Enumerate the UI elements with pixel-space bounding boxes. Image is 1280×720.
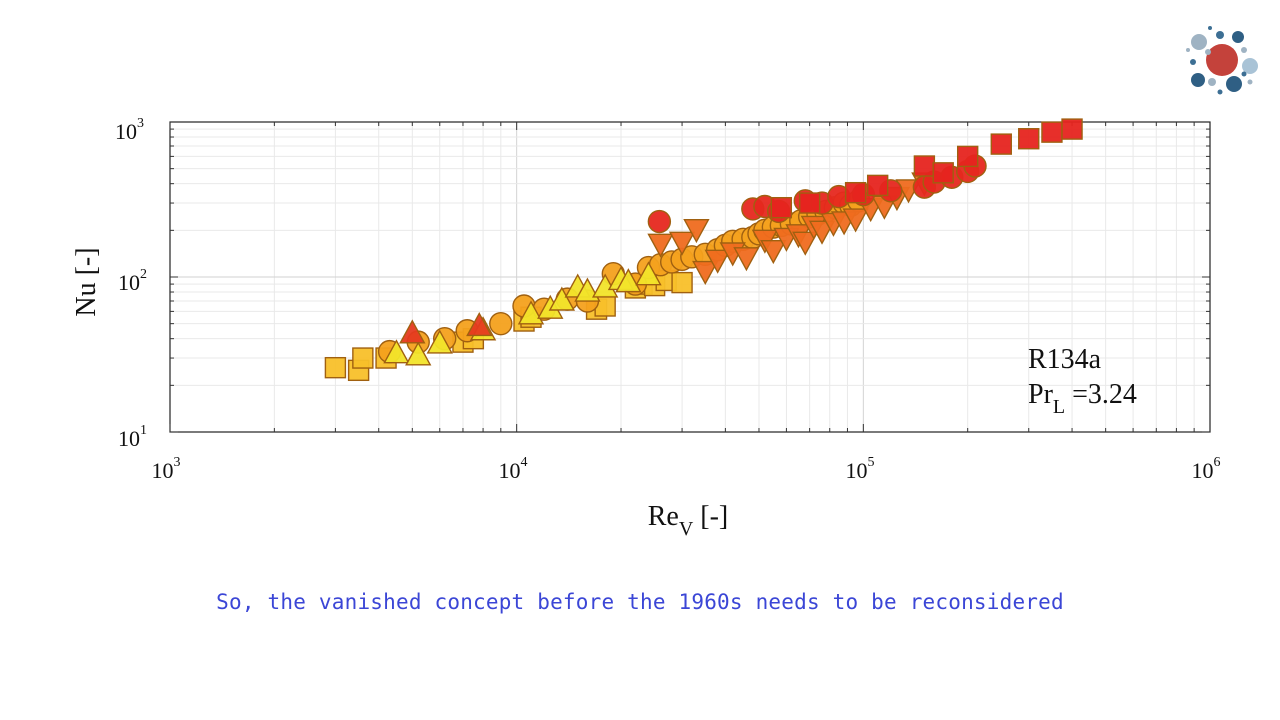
- data-point-circle: [489, 311, 513, 336]
- data-point-square: [1061, 118, 1083, 140]
- prandtl-annotation: PrL =3.24: [1028, 379, 1137, 418]
- data-point-triangle-down: [647, 233, 674, 258]
- data-point-square: [324, 356, 347, 379]
- data-point-circle: [647, 209, 672, 234]
- fluid-annotation: R134a: [1028, 344, 1102, 375]
- data-point-square: [866, 174, 889, 197]
- x-axis-label: ReV [-]: [648, 501, 729, 540]
- y-tick-label: 102: [118, 267, 147, 295]
- data-point-triangle-down: [842, 208, 869, 233]
- data-point-square: [770, 196, 793, 219]
- tick-marks: [169, 122, 1210, 433]
- data-point-triangle-up: [615, 268, 642, 293]
- data-point-square: [671, 271, 693, 294]
- y-tick-label: 101: [118, 423, 147, 451]
- data-point-triangle-down: [704, 249, 731, 274]
- scatter-chart: 103 104 105 106 101 102 103 ReV [-] Nu […: [71, 116, 1221, 540]
- data-point-square: [913, 155, 936, 177]
- data-point-square: [1018, 128, 1040, 150]
- data-point-triangle-up: [635, 261, 662, 286]
- data-point-square: [352, 347, 374, 369]
- data-point-square: [798, 192, 821, 214]
- dot-cluster-logo-icon: [1186, 26, 1258, 95]
- data-point-triangle-up: [426, 329, 453, 354]
- x-tick-label: 103: [152, 455, 181, 483]
- x-tick-label: 106: [1192, 455, 1221, 483]
- x-tick-label: 104: [499, 455, 528, 483]
- data-point-triangle-up: [405, 341, 432, 366]
- data-point-triangle-down: [792, 231, 819, 256]
- data-point-square: [990, 133, 1012, 155]
- data-point-triangle-up: [466, 311, 493, 337]
- data-point-triangle-up: [399, 319, 426, 344]
- data-point-triangle-down: [668, 231, 696, 256]
- y-tick-label: 103: [115, 116, 144, 144]
- data-point-square: [1041, 121, 1063, 143]
- data-point-triangle-up: [517, 300, 545, 325]
- x-tick-label: 105: [846, 455, 875, 483]
- y-axis-label: Nu [-]: [71, 247, 102, 316]
- data-point-triangle-up: [383, 339, 410, 364]
- data-points: [324, 118, 1083, 382]
- data-point-square: [932, 162, 954, 184]
- data-point-triangle-down: [683, 218, 710, 244]
- data-point-square: [844, 181, 867, 204]
- data-point-triangle-down: [692, 260, 719, 286]
- data-point-triangle-up: [548, 286, 576, 311]
- data-point-triangle-down: [733, 247, 760, 272]
- data-point-square: [956, 145, 979, 168]
- data-point-triangle-down: [760, 240, 787, 265]
- caption-text: So, the vanished concept before the 1960…: [216, 590, 1064, 614]
